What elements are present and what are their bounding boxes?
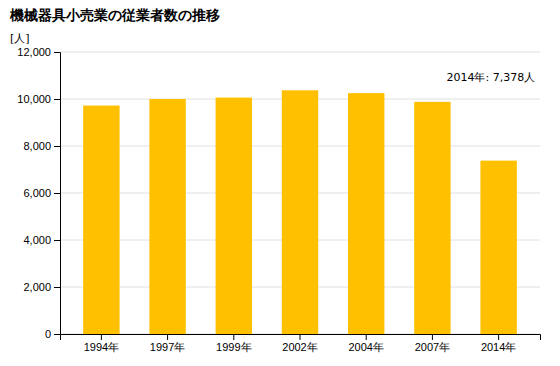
x-tick-mark	[432, 334, 433, 340]
y-tick: 12,000	[17, 46, 60, 58]
y-axis: 0 2,000 4,000 6,000 8,000 10,000 12,000	[17, 46, 60, 340]
y-tick: 6,000	[23, 187, 60, 199]
x-tick: 1994年	[84, 334, 119, 353]
x-tick-label: 1997年	[150, 341, 185, 353]
y-axis-line	[54, 53, 61, 335]
chart: 02,0004,0006,0008,00010,00012,0001994年19…	[0, 0, 560, 366]
x-tick-mark	[498, 334, 499, 340]
x-tick-label: 2007年	[415, 341, 450, 353]
x-tick-mark	[101, 334, 102, 340]
x-tick-label: 1994年	[84, 341, 119, 353]
annotation: 2014年: 7,378人	[447, 71, 536, 84]
bar	[480, 161, 516, 334]
y-tick-label: 10,000	[17, 93, 51, 105]
bars	[83, 90, 517, 334]
x-tick-label: 2014年	[481, 341, 516, 353]
bar	[149, 99, 185, 334]
title: 機械器具小売業の従業者数の推移	[9, 7, 220, 23]
x-tick: 2014年	[481, 334, 516, 353]
x-tick-label: 1999年	[216, 341, 251, 353]
y-tick-mark	[54, 287, 60, 288]
y-tick-mark	[54, 146, 60, 147]
y-tick-mark	[54, 52, 60, 53]
x-tick-label: 2002年	[282, 341, 317, 353]
bar	[83, 106, 119, 334]
y-tick-label: 12,000	[17, 46, 51, 58]
x-tick-mark	[167, 334, 168, 340]
y-tick: 2,000	[23, 281, 60, 293]
x-tick-label: 2004年	[348, 341, 383, 353]
y-tick: 10,000	[17, 93, 60, 105]
y-tick-mark	[54, 99, 60, 100]
bar	[348, 93, 384, 334]
bar	[414, 102, 450, 334]
bar	[216, 98, 252, 334]
plot-area: 02,0004,0006,0008,00010,00012,0001994年19…	[17, 46, 540, 353]
y-tick-label: 2,000	[23, 281, 51, 293]
y-tick-label: 8,000	[23, 140, 51, 152]
y-tick: 4,000	[23, 234, 60, 246]
x-tick-mark	[233, 334, 234, 340]
y-tick-label: 4,000	[23, 234, 51, 246]
x-tick: 1997年	[150, 334, 185, 353]
x-axis: 1994年 1997年 1999年 2002年 2004年 2007年 2014年	[61, 334, 541, 353]
x-tick: 2007年	[415, 334, 450, 353]
y-tick-mark	[54, 240, 60, 241]
y-tick: 8,000	[23, 140, 60, 152]
y-tick-mark	[54, 334, 60, 335]
x-tick: 1999年	[216, 334, 251, 353]
grid-line	[60, 52, 540, 53]
y-tick-mark	[54, 193, 60, 194]
x-tick: 2002年	[282, 334, 317, 353]
x-tick-mark	[366, 334, 367, 340]
y-tick-label: 0	[45, 328, 51, 340]
y-label: [人]	[10, 32, 30, 45]
bar	[282, 90, 318, 334]
x-tick: 2004年	[348, 334, 383, 353]
y-tick-label: 6,000	[23, 187, 51, 199]
x-tick-mark	[300, 334, 301, 340]
x-axis-line	[61, 335, 541, 341]
y-tick: 0	[45, 328, 60, 340]
grid	[60, 52, 540, 334]
